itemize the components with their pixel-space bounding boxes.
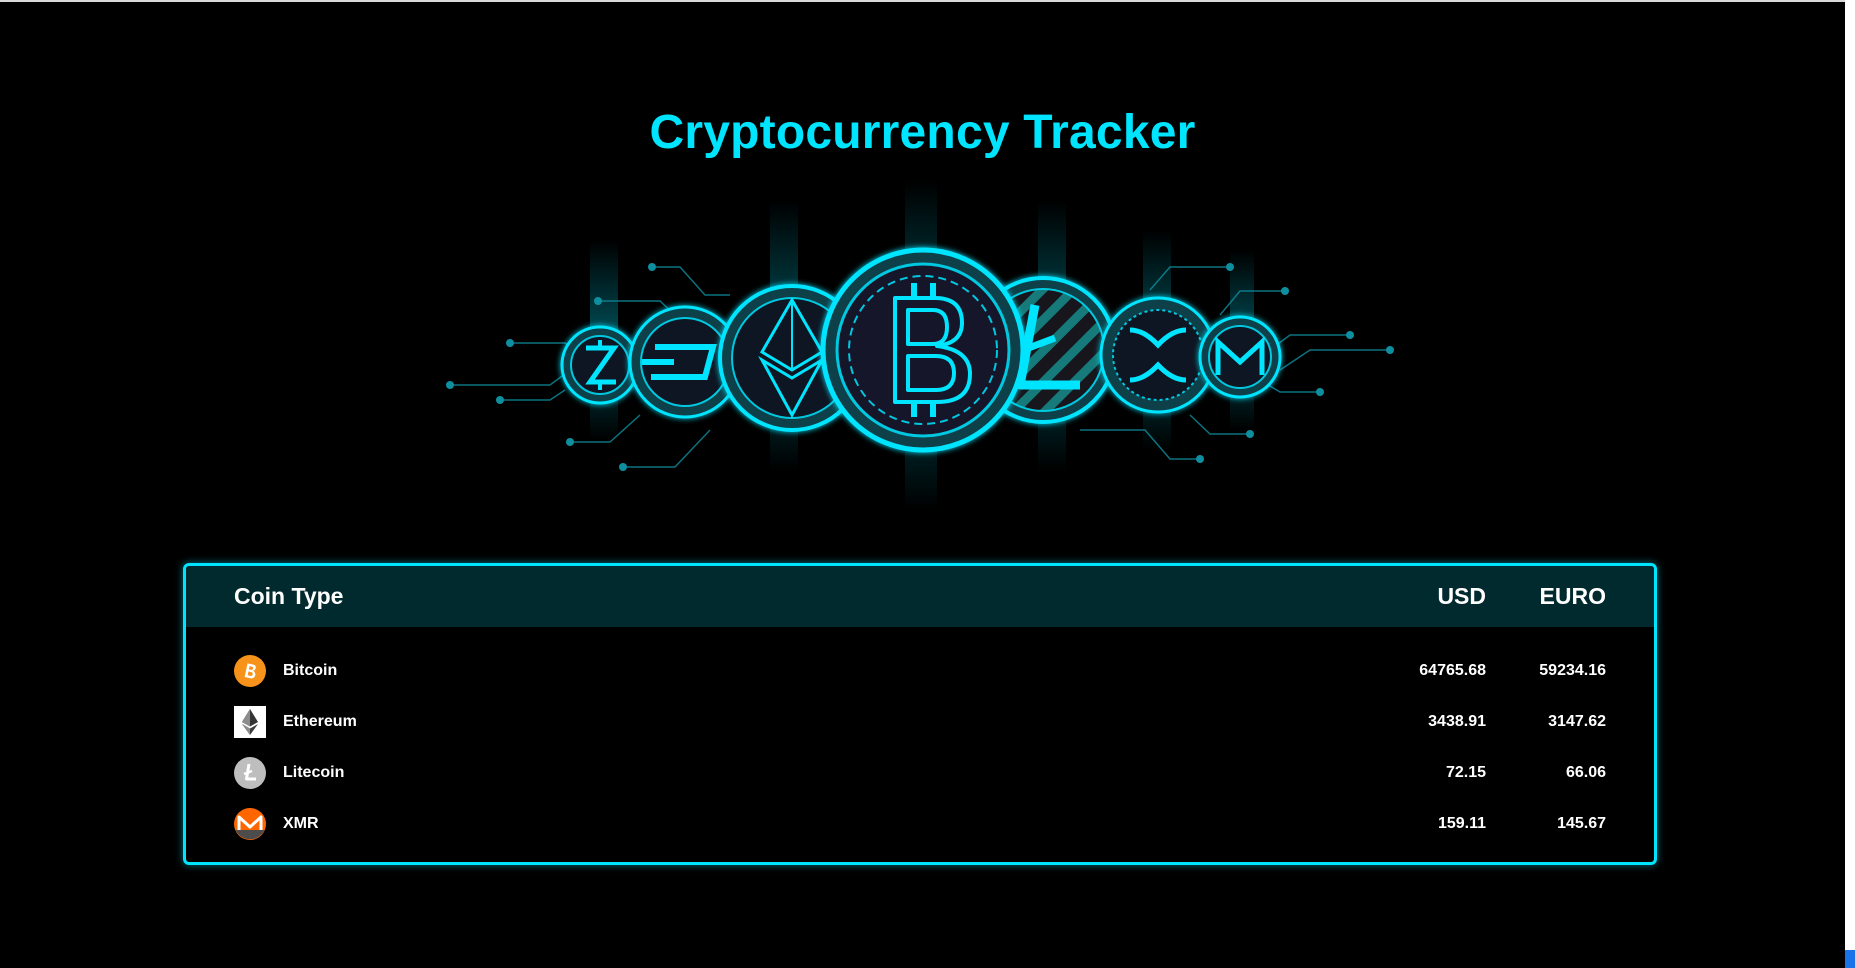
euro-price: 3147.62 xyxy=(1548,713,1606,730)
column-header-coin-type: Coin Type xyxy=(234,583,344,609)
litecoin-icon xyxy=(234,757,266,789)
table-row: XMR 159.11 145.67 xyxy=(186,804,1654,844)
table-row: Ethereum 3438.91 3147.62 xyxy=(186,702,1654,742)
table-row: Bitcoin 64765.68 59234.16 xyxy=(186,651,1654,691)
coin-name: Litecoin xyxy=(283,764,345,781)
euro-price: 59234.16 xyxy=(1539,662,1606,679)
euro-price: 145.67 xyxy=(1557,815,1606,832)
usd-price: 3438.91 xyxy=(1428,713,1486,730)
column-header-euro: EURO xyxy=(1539,583,1606,609)
circuit-nodes xyxy=(446,263,1394,471)
scrollbar[interactable] xyxy=(1845,0,1855,968)
page-title: Cryptocurrency Tracker xyxy=(649,106,1196,159)
column-header-usd: USD xyxy=(1437,583,1486,609)
dash-coin-icon xyxy=(628,305,742,419)
bitcoin-coin-icon xyxy=(820,247,1026,453)
table-row: Litecoin 72.15 66.06 xyxy=(186,753,1654,793)
price-table: Coin Type USD EURO Bitcoin 64765.68 5923… xyxy=(183,563,1657,865)
bitcoin-icon xyxy=(234,655,266,687)
usd-price: 64765.68 xyxy=(1419,662,1486,679)
monero-icon xyxy=(234,808,266,840)
scrollbar-thumb[interactable] xyxy=(1845,950,1855,968)
zcash-coin-icon xyxy=(560,325,640,405)
usd-price: 72.15 xyxy=(1445,764,1486,781)
crypto-coins-illustration xyxy=(446,180,1394,510)
coin-name: XMR xyxy=(283,815,319,832)
coin-name: Bitcoin xyxy=(283,662,338,679)
top-border xyxy=(0,0,1845,2)
table-header: Coin Type USD EURO xyxy=(186,566,1654,627)
coin-name: Ethereum xyxy=(283,713,357,730)
monero-coin-icon xyxy=(1198,315,1282,399)
euro-price: 66.06 xyxy=(1565,764,1606,781)
ethereum-icon xyxy=(234,706,266,738)
ripple-coin-icon xyxy=(1099,296,1217,414)
usd-price: 159.11 xyxy=(1437,815,1486,832)
